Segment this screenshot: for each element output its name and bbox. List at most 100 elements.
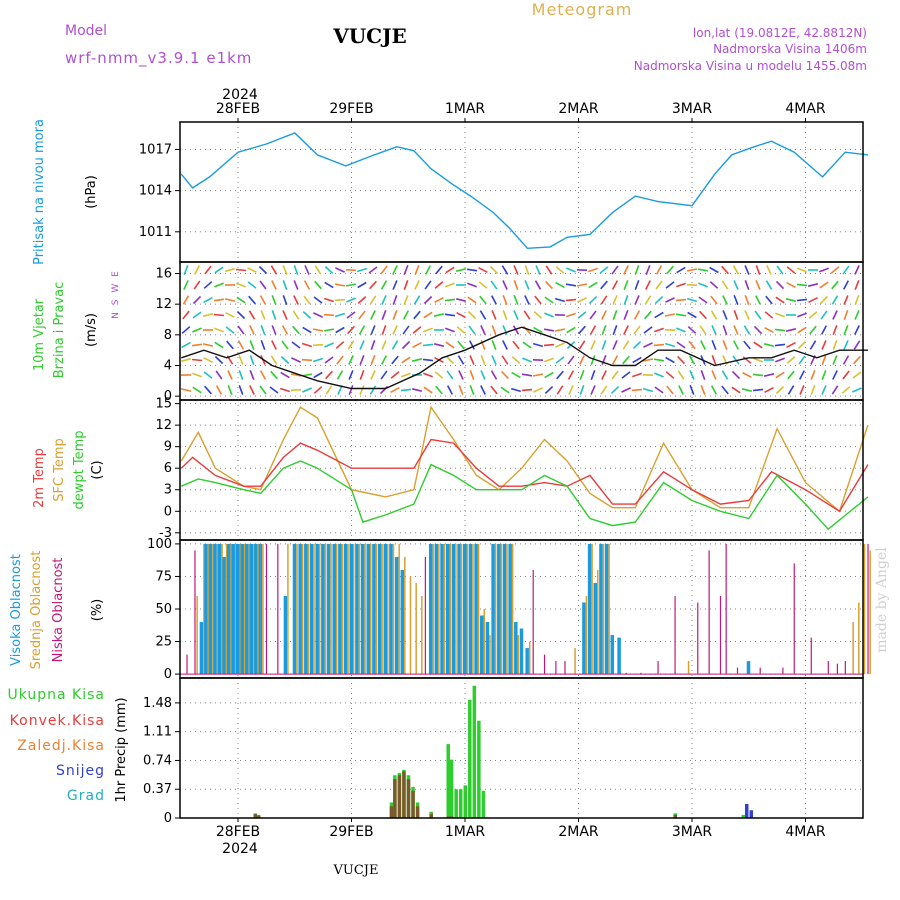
wind-arrow — [524, 265, 530, 275]
low-cloud-bar — [265, 543, 268, 675]
low-cloud-bar — [186, 654, 188, 675]
mid-cloud-bar — [489, 635, 491, 675]
wind-arrow — [568, 385, 574, 395]
panel-cloud: 100 75 50 25 0 — [147, 537, 871, 682]
wind-arrow — [722, 340, 728, 350]
temp-label-2m: 2m Temp — [32, 448, 47, 508]
top-date-labels: 28FEB 29FEB 1MAR 2MAR 3MAR 4MAR — [216, 101, 826, 122]
low-cloud-bar — [543, 654, 546, 675]
wind-arrow — [600, 385, 608, 395]
low-cloud-bar — [277, 543, 279, 675]
wind-arrow — [665, 297, 675, 303]
wind-arrow — [513, 265, 519, 275]
mid-cloud-bar — [511, 543, 514, 675]
wind-arrow — [502, 295, 508, 305]
wind-arrow — [249, 370, 255, 380]
panel-pressure: 1017 1014 1011 — [139, 121, 868, 263]
wind-arrow — [841, 386, 851, 394]
wind-arrow — [512, 340, 520, 350]
wind-arrow — [578, 325, 586, 335]
wind-arrow — [225, 312, 235, 318]
y-tick-label: 8 — [164, 328, 172, 343]
wind-arrow — [269, 386, 279, 394]
wind-arrow — [544, 296, 554, 304]
wind-arrow — [192, 327, 202, 333]
wind-arrow — [502, 310, 508, 320]
wind-arrow — [259, 295, 267, 305]
wind-arrow — [369, 385, 377, 395]
wind-arrow — [323, 313, 335, 317]
wind-arrow — [502, 340, 508, 350]
wind-arrow — [534, 280, 542, 290]
wind-arrow — [588, 296, 598, 304]
wind-arrow — [392, 325, 398, 335]
wind-unit: (m/s) — [84, 313, 99, 347]
wind-arrow — [236, 310, 246, 320]
low-cloud-bar — [844, 661, 846, 675]
wind-arrow — [854, 295, 860, 305]
low-cloud-bar — [194, 550, 196, 675]
wind-arrow — [490, 370, 498, 380]
wind-arrow — [753, 341, 763, 349]
wind-arrow — [259, 370, 267, 380]
wind-arrow — [764, 386, 774, 394]
y-tick-label: 100 — [147, 537, 172, 552]
wind-arrow — [370, 325, 376, 335]
wind-arrow — [271, 325, 277, 335]
precip-total-bar — [463, 785, 467, 818]
wind-arrow — [830, 266, 840, 274]
wind-arrow — [359, 385, 365, 395]
mid-cloud-bar — [398, 543, 400, 675]
mid-cloud-bar — [387, 543, 389, 675]
top-date-label: 1MAR — [445, 101, 486, 117]
wind-arrow — [623, 310, 629, 320]
wind-arrow — [281, 325, 289, 335]
wind-arrow — [402, 310, 410, 320]
wind-arrow — [302, 387, 312, 393]
high-cloud-bar — [389, 543, 393, 675]
wind-arrow — [775, 357, 785, 363]
high-cloud-bar — [491, 543, 495, 675]
mid-cloud-bar — [196, 595, 198, 675]
wind-arrow — [744, 280, 750, 290]
mid-cloud-bar — [443, 543, 446, 675]
wind-arrow — [490, 280, 498, 290]
mid-cloud-bar — [347, 543, 349, 675]
precip-legend-grad: Grad — [67, 788, 105, 804]
wind-arrow — [348, 355, 354, 365]
wind-arrow — [796, 283, 808, 287]
wind-arrow — [632, 341, 642, 349]
wind-arrow — [214, 282, 224, 288]
mid-cloud-bar — [608, 543, 610, 675]
y-tick-label: 1.48 — [143, 696, 172, 711]
low-cloud-bar — [810, 637, 812, 675]
wind-arrow — [282, 265, 288, 275]
wind-arrow — [831, 280, 839, 290]
mid-cloud-bar — [869, 550, 871, 675]
wind-arrow — [764, 326, 774, 334]
mid-cloud-bar — [239, 543, 241, 675]
wind-arrow — [334, 283, 346, 287]
high-cloud-bar — [199, 622, 204, 675]
high-cloud-bar — [338, 543, 342, 675]
wind-arrow — [612, 310, 618, 320]
wind-arrow — [655, 265, 663, 275]
wind-arrow — [402, 325, 410, 335]
wind-arrow — [324, 266, 334, 274]
wind-arrow — [566, 312, 576, 318]
wind-arrow — [686, 268, 698, 272]
wind-arrow — [555, 266, 565, 274]
wind-arrow — [203, 281, 213, 289]
wind-arrow — [345, 268, 357, 272]
wind-arrow — [290, 388, 302, 392]
wind-arrow — [797, 326, 807, 334]
wind-arrow — [754, 295, 762, 305]
wind-arrow — [753, 357, 763, 363]
wind-arrow — [654, 386, 664, 394]
wind-arrow — [590, 385, 596, 395]
wind-arrow — [601, 370, 607, 380]
wind-arrow — [675, 298, 687, 302]
wind-arrow — [313, 386, 323, 394]
wind-arrow — [775, 385, 785, 395]
wind-arrow — [369, 295, 377, 305]
